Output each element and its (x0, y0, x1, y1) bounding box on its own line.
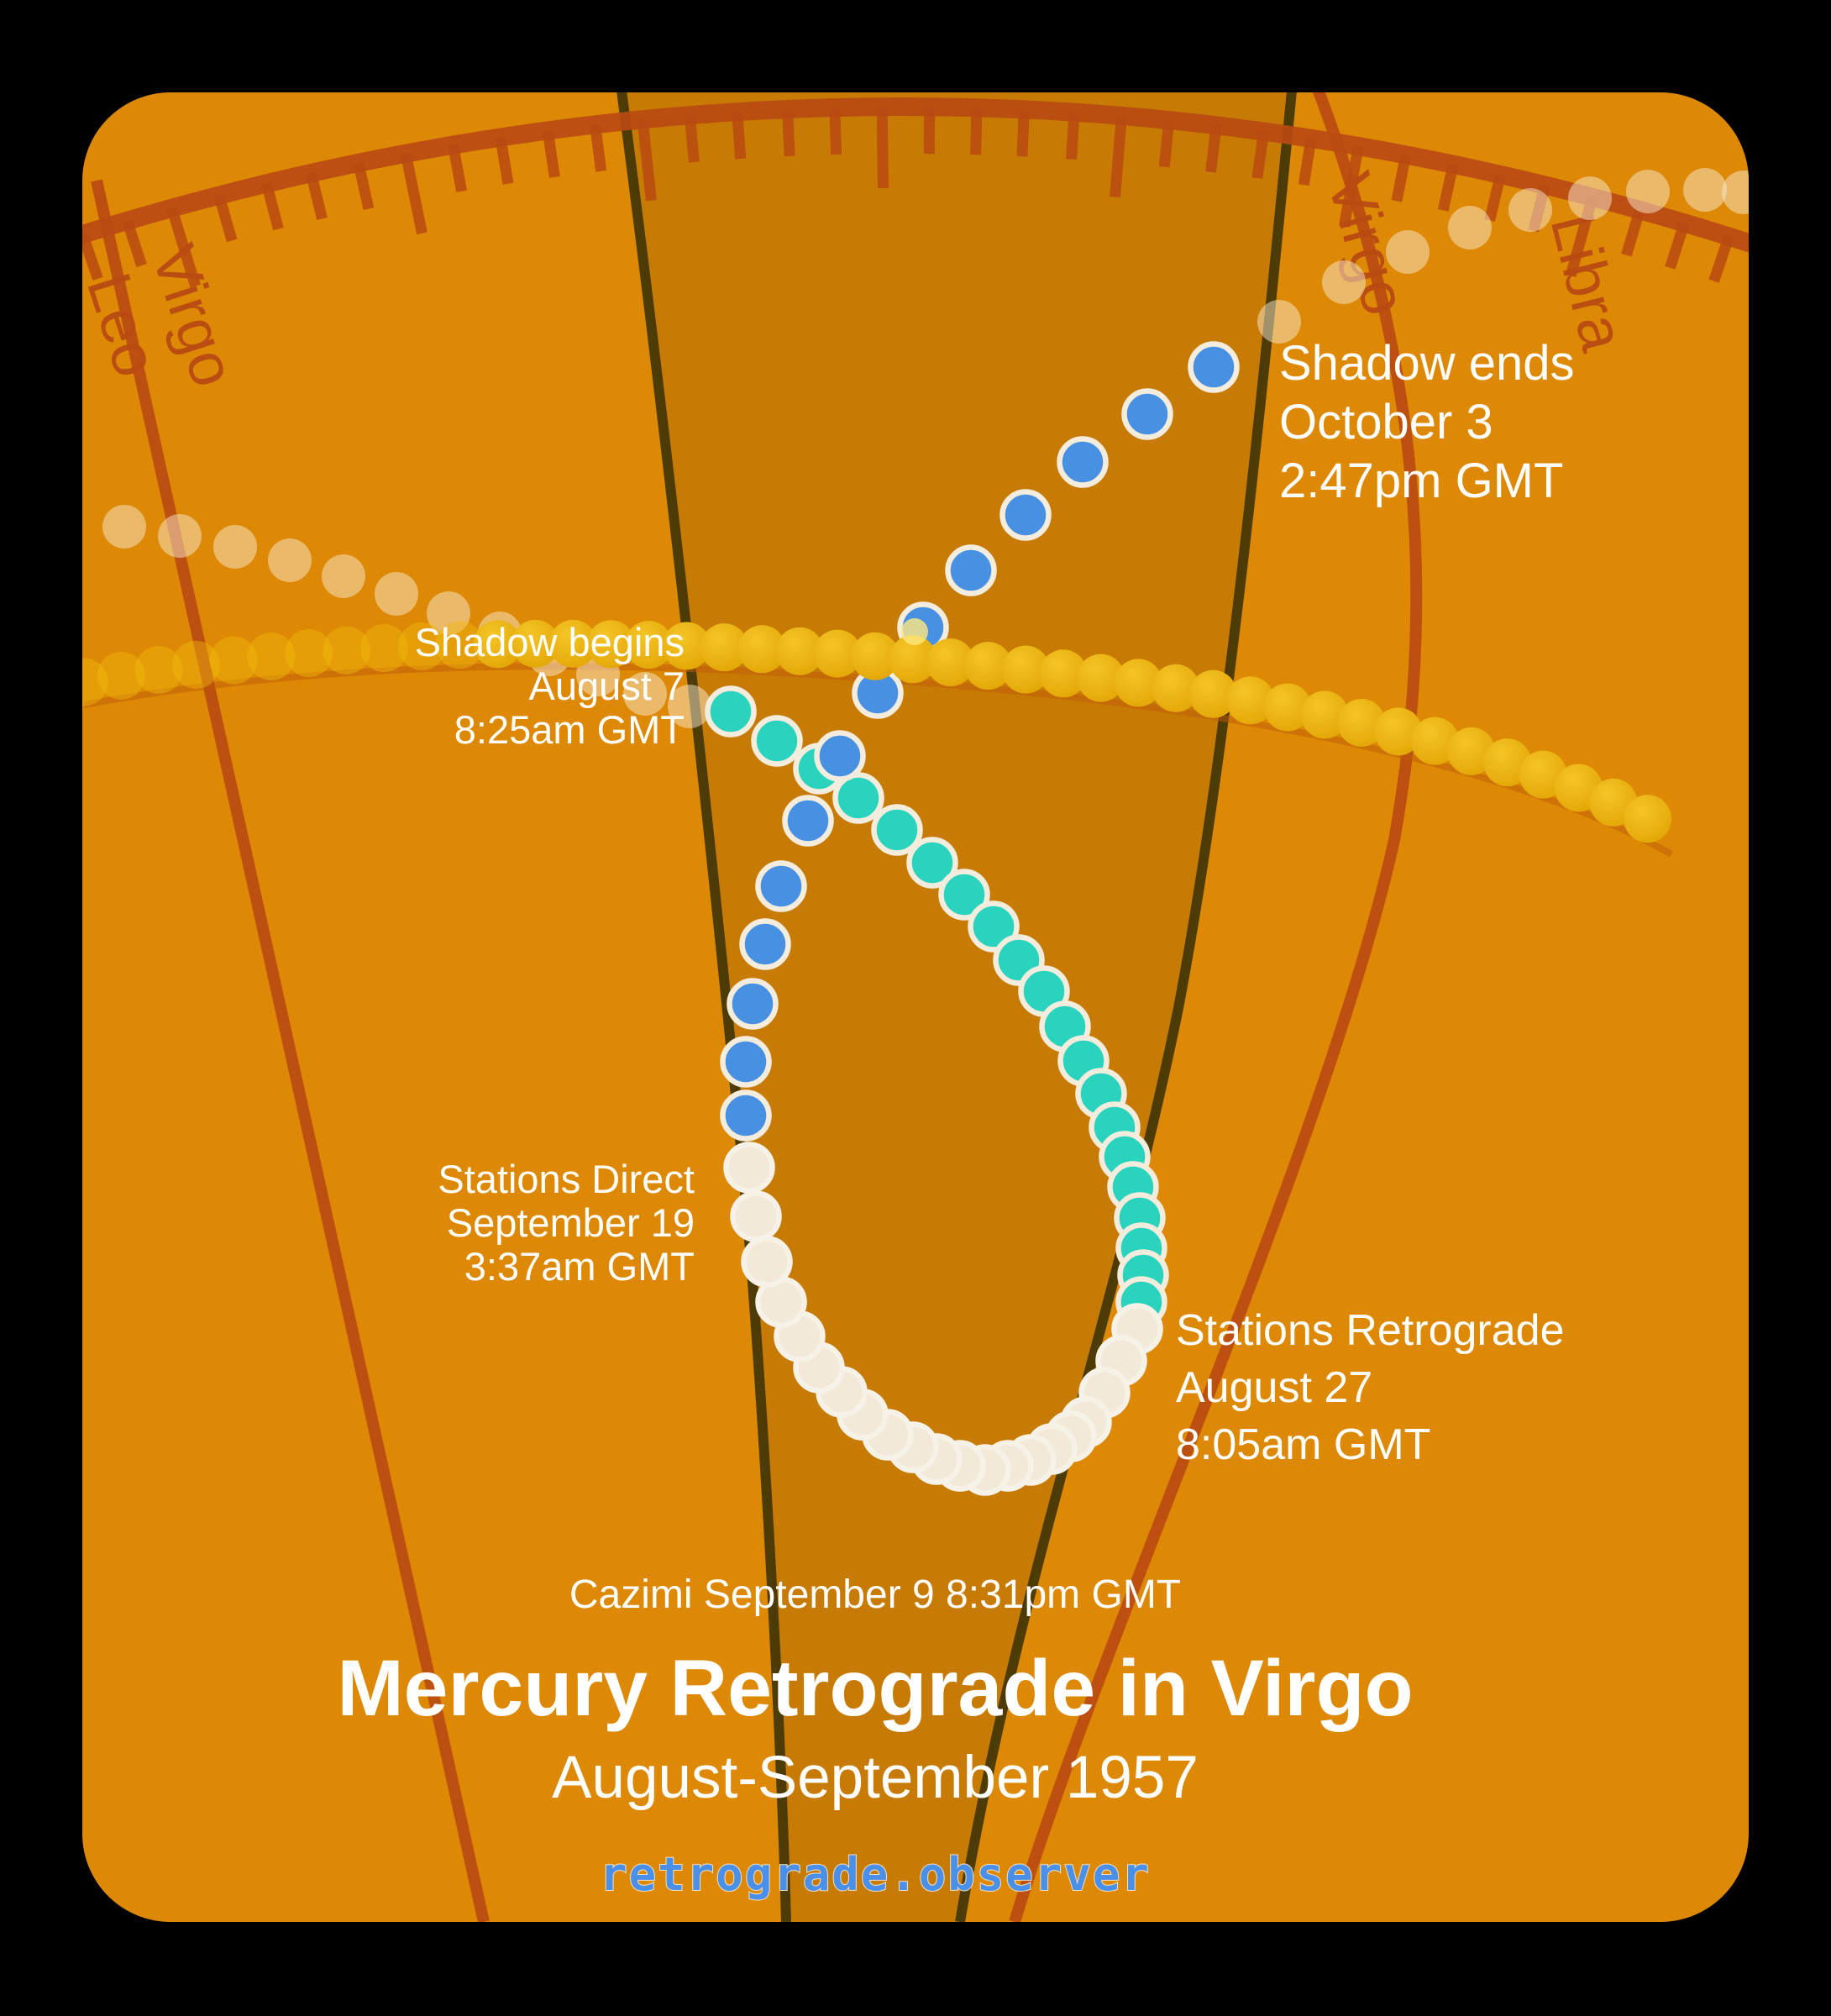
annotation-shadow-begins: Shadow begins August 7 8:25am GMT (415, 620, 685, 752)
watermark-link[interactable]: retrograde.observer (599, 1847, 1151, 1902)
leo-virgo-boundary (91, 179, 490, 1922)
annotation-shadow-ends: Shadow ends October 3 2:47pm GMT (1279, 336, 1574, 508)
mercury-path-post-shadow (1257, 168, 1749, 344)
poster-subtitle: August-September 1957 (552, 1745, 1199, 1811)
mercury-path-retrograde (723, 1142, 1163, 1496)
annotation-stations-retrograde: Stations Retrograde August 27 8:05am GMT (1176, 1306, 1565, 1469)
annotation-stations-direct: Stations Direct September 19 3:37am GMT (438, 1157, 695, 1289)
virgo-libra-boundary (1009, 92, 1423, 1922)
viewing-wedge-shade (622, 92, 1292, 1922)
cazimi-caption: Cazimi September 9 8:31pm GMT (569, 1572, 1181, 1617)
cazimi-glint-core (901, 618, 928, 645)
sun-path (82, 619, 1672, 843)
wedge-right-line (955, 92, 1297, 1922)
poster-title: Mercury Retrograde in Virgo (337, 1644, 1413, 1733)
